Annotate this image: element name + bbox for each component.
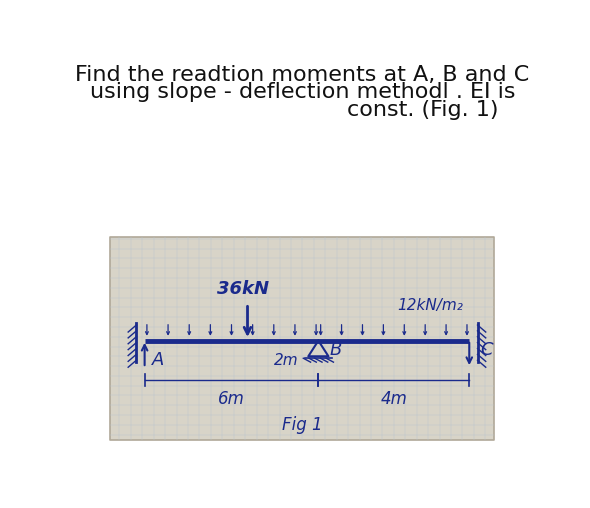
Text: C: C bbox=[481, 341, 493, 360]
Text: A: A bbox=[152, 351, 164, 369]
Polygon shape bbox=[309, 341, 329, 356]
Text: 4m: 4m bbox=[381, 390, 407, 407]
Text: Fig 1: Fig 1 bbox=[282, 416, 323, 434]
Text: 2m: 2m bbox=[274, 353, 299, 368]
Text: 36kN: 36kN bbox=[217, 279, 269, 298]
Text: 12kN/m₂: 12kN/m₂ bbox=[398, 298, 463, 313]
Text: Find the readtion moments at A, B and C: Find the readtion moments at A, B and C bbox=[76, 65, 529, 85]
Text: B: B bbox=[330, 341, 342, 360]
Text: using slope - deflection methodl . EI is: using slope - deflection methodl . EI is bbox=[90, 82, 515, 102]
Text: 6m: 6m bbox=[218, 390, 245, 407]
Text: const. (Fig. 1): const. (Fig. 1) bbox=[348, 100, 499, 120]
Bar bbox=[110, 237, 494, 440]
